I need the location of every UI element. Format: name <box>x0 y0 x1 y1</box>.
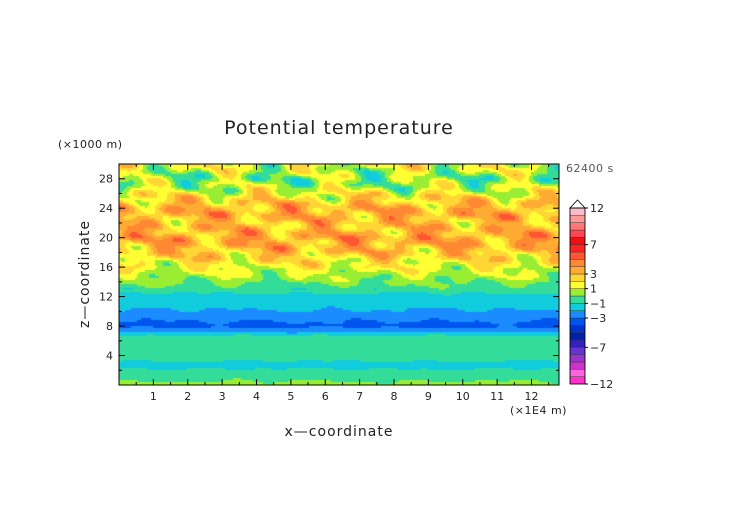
colorbar-bin <box>569 229 586 238</box>
x-tick-label: 11 <box>490 390 504 403</box>
colorbar-bin <box>569 310 586 319</box>
x-tick-label: 8 <box>391 390 398 403</box>
colorbar-bin <box>569 325 586 333</box>
colorbar-bin <box>569 266 586 275</box>
y-unit-label: (×1000 m) <box>58 138 123 151</box>
colorbar-bin <box>569 237 586 245</box>
colorbar-bin <box>569 288 586 297</box>
colorbar-bin <box>569 354 586 363</box>
x-unit-label: (×1E4 m) <box>510 404 567 417</box>
colorbar-tick-label: 12 <box>590 202 604 215</box>
heatmap-image <box>119 164 559 385</box>
y-tick-label: 8 <box>106 320 113 333</box>
y-tick-label: 24 <box>99 202 113 215</box>
colorbar-bin <box>569 251 586 260</box>
colorbar-extend-arrow <box>569 199 586 209</box>
y-axis-label: z—coordinate <box>77 220 93 328</box>
colorbar-bin <box>569 259 586 267</box>
heatmap-field <box>119 164 559 385</box>
colorbar-bin <box>569 317 586 326</box>
colorbar-bin <box>569 303 586 311</box>
colorbar-tick-label: 1 <box>590 283 597 296</box>
colorbar-bin <box>569 339 586 348</box>
x-tick-label: 10 <box>456 390 470 403</box>
y-tick-label: 28 <box>99 173 113 186</box>
colorbar-bin <box>569 222 586 231</box>
x-tick-label: 12 <box>525 390 539 403</box>
x-tick-label: 4 <box>253 390 260 403</box>
x-tick-label: 6 <box>322 390 329 403</box>
y-tick-label: 16 <box>99 261 113 274</box>
colorbar-bin <box>569 347 586 355</box>
x-tick-label: 9 <box>425 390 432 403</box>
colorbar-tick-label: 3 <box>590 268 597 281</box>
colorbar: 12 7 3 1−1 −3 −7 −12 <box>569 199 613 391</box>
x-tick-label: 3 <box>219 390 226 403</box>
colorbar-tick-label: −7 <box>590 341 606 354</box>
plot-frame <box>118 163 560 386</box>
x-tick-label: 7 <box>356 390 363 403</box>
y-tick-label: 12 <box>99 291 113 304</box>
y-tick-label: 20 <box>99 232 113 245</box>
colorbar-bin <box>569 332 586 341</box>
colorbar-bin <box>569 376 586 385</box>
x-tick-label: 5 <box>287 390 294 403</box>
colorbar-bin <box>569 244 586 253</box>
colorbar-tick-label: −1 <box>590 297 606 310</box>
x-tick-label: 2 <box>184 390 191 403</box>
colorbar-bin <box>569 281 586 289</box>
colorbar-tick-label: −12 <box>590 378 613 391</box>
time-stamp: 62400 s <box>566 162 614 175</box>
colorbar-bin <box>569 207 586 216</box>
colorbar-bin <box>569 369 586 377</box>
colorbar-tick-label: −3 <box>590 312 606 325</box>
colorbar-bin <box>569 295 586 304</box>
colorbar-bin <box>569 273 586 282</box>
x-tick-label: 1 <box>150 390 157 403</box>
colorbar-tick-label: 7 <box>590 239 597 252</box>
y-tick-label: 4 <box>106 350 113 363</box>
colorbar-bin <box>569 215 586 223</box>
chart-title: Potential temperature <box>224 117 454 139</box>
x-axis-label: x—coordinate <box>285 424 394 440</box>
colorbar-frame <box>569 207 586 385</box>
colorbar-bin <box>569 361 586 370</box>
